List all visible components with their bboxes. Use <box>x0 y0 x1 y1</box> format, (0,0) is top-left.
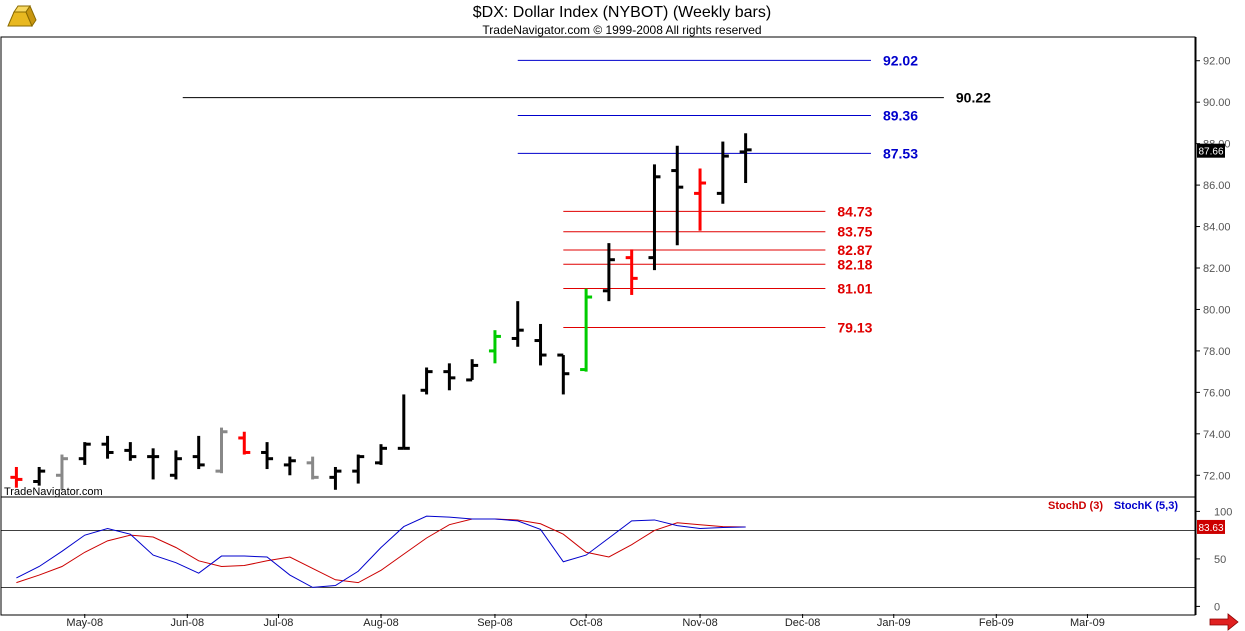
ohlc-bar <box>33 466 46 486</box>
fibonacci-levels: 92.02 90.22 89.36 87.53 84.73 83.75 82.8782.18… <box>182 52 991 335</box>
ohlc-bar <box>78 442 91 465</box>
date-tick-label: Jun-08 <box>170 617 204 629</box>
price-axis-ticks: 72.00 74.00 76.00 78.00 80.00 82.00 84.00 86.00… <box>1196 56 1231 482</box>
ohlc-bar <box>10 466 23 488</box>
svg-text:87.66: 87.66 <box>1198 147 1223 158</box>
level-label: 89.36 <box>883 107 918 123</box>
price-tick-label: 84.00 <box>1203 222 1231 234</box>
date-tick-label: Jan-09 <box>877 617 911 629</box>
level-label: 82.87 <box>837 242 872 258</box>
date-tick-label: Mar-09 <box>1070 617 1105 629</box>
watermark: TradeNavigator.com <box>4 486 103 498</box>
ohlc-bar <box>420 367 433 395</box>
ohlc-bar <box>169 450 182 480</box>
gold-bar-logo-icon <box>7 4 37 28</box>
level-label: 87.53 <box>883 145 918 161</box>
date-tick-label: May-08 <box>66 617 103 629</box>
price-tick-label: 90.00 <box>1203 97 1231 109</box>
price-tick-label: 76.00 <box>1203 387 1231 399</box>
ohlc-bar <box>648 164 661 271</box>
level-label: 82.18 <box>837 256 872 272</box>
ohlc-bar <box>329 466 342 490</box>
chart-subtitle: TradeNavigator.com © 1999-2008 All right… <box>482 23 761 37</box>
level-label: 81.01 <box>837 281 872 297</box>
date-tick-label: Feb-09 <box>979 617 1014 629</box>
date-tick-label: Jul-08 <box>263 617 293 629</box>
ohlc-bar <box>192 435 205 470</box>
price-tick-label: 92.00 <box>1203 56 1231 68</box>
svg-text:83.63: 83.63 <box>1198 523 1223 534</box>
price-tick-label: 80.00 <box>1203 304 1231 316</box>
legend-stoch-k: StochK (5,3) <box>1114 500 1179 512</box>
ohlc-bar <box>147 448 160 480</box>
ohlc-bar <box>625 249 638 295</box>
date-tick-label: Oct-08 <box>570 617 603 629</box>
ohlc-bar <box>238 431 251 455</box>
ohlc-bar <box>261 442 274 470</box>
ohlc-bar <box>534 323 547 366</box>
ohlc-bar <box>511 301 524 347</box>
date-tick-label: Aug-08 <box>363 617 398 629</box>
stoch-line-k <box>16 515 746 588</box>
ohlc-bar <box>602 243 615 302</box>
stoch-last-value-badge: 83.63 <box>1197 519 1225 534</box>
ohlc-bars <box>10 133 752 490</box>
ohlc-bar <box>443 363 456 391</box>
ohlc-bar <box>488 330 501 364</box>
ohlc-bar <box>352 454 365 484</box>
ohlc-bar <box>694 168 707 231</box>
date-tick-label: Dec-08 <box>785 617 820 629</box>
stoch-gridlines <box>1 530 1196 588</box>
ohlc-bar <box>124 442 137 461</box>
price-panel-frame <box>0 36 1196 498</box>
stoch-series <box>16 515 746 588</box>
ohlc-bar <box>215 427 228 474</box>
ohlc-bar <box>397 394 410 450</box>
level-label: 83.75 <box>837 224 872 240</box>
price-tick-label: 86.00 <box>1203 180 1231 192</box>
ohlc-bar <box>306 456 319 480</box>
ohlc-bar <box>375 444 388 465</box>
stoch-tick-label: 100 <box>1214 506 1232 518</box>
ohlc-bar <box>671 145 684 246</box>
level-label: 79.13 <box>837 319 872 335</box>
stoch-tick-label: 0 <box>1214 601 1220 613</box>
ohlc-bar <box>580 288 593 372</box>
price-tick-label: 72.00 <box>1203 470 1231 482</box>
price-tick-label: 74.00 <box>1203 429 1231 441</box>
ohlc-bar <box>55 454 68 490</box>
chart-title: $DX: Dollar Index (NYBOT) (Weekly bars) <box>473 4 771 21</box>
date-tick-label: Sep-08 <box>477 617 512 629</box>
legend-stoch-d: StochD (3) <box>1048 500 1103 512</box>
price-tick-label: 78.00 <box>1203 346 1231 358</box>
ohlc-bar <box>466 359 479 382</box>
stoch-tick-label: 50 <box>1214 554 1226 566</box>
ohlc-bar <box>739 133 752 184</box>
level-label: 92.02 <box>883 52 918 68</box>
red-right-arrow-icon[interactable] <box>1209 613 1239 631</box>
ohlc-bar <box>101 435 114 459</box>
date-tick-label: Nov-08 <box>682 617 717 629</box>
level-label: 90.22 <box>956 90 991 106</box>
ohlc-bar <box>557 353 570 395</box>
level-label: 84.73 <box>837 203 872 219</box>
price-tick-label: 82.00 <box>1203 263 1231 275</box>
ohlc-bar <box>283 456 296 476</box>
stoch-axis-ticks: 0 50 100 83.63 <box>1196 506 1232 613</box>
stoch-panel-frame <box>0 496 1196 616</box>
price-last-value-badge: 87.66 <box>1197 143 1225 158</box>
stoch-line-d <box>16 518 746 584</box>
ohlc-bar <box>716 141 729 204</box>
date-axis-ticks: May-08 Jun-08 Jul-08 Aug-08 Sep-08 Oct-08 Nov-… <box>66 614 1105 629</box>
